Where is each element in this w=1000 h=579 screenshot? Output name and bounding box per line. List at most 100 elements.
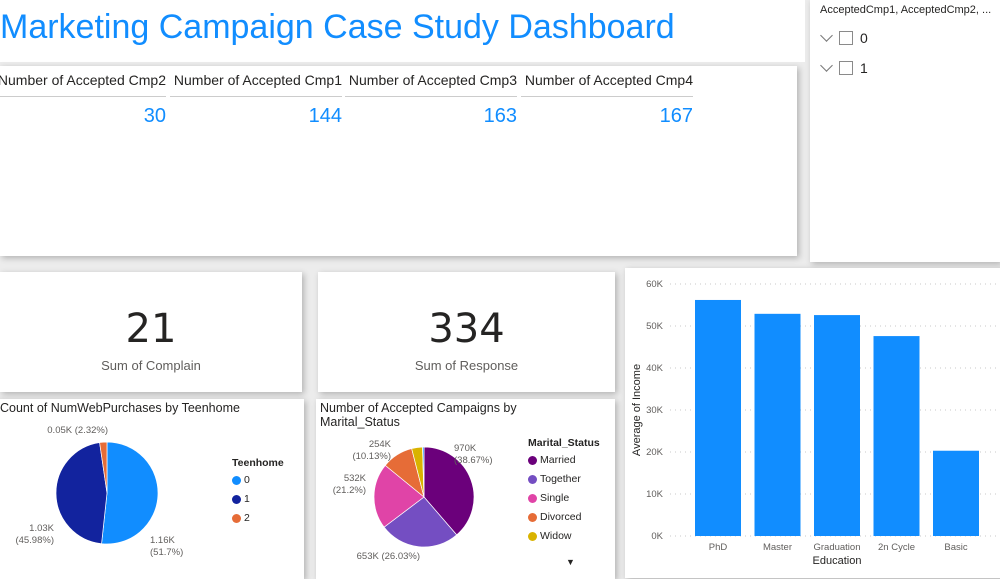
teenhome-pie-card: Count of NumWebPurchases by Teenhome 1.1… xyxy=(0,399,304,579)
bar xyxy=(695,299,741,536)
chevron-down-icon[interactable] xyxy=(820,59,833,72)
legend-item[interactable]: Widow xyxy=(528,530,600,542)
bar xyxy=(933,450,979,536)
slicer-header: AcceptedCmp1, AcceptedCmp2, ... xyxy=(820,4,992,16)
x-tick-label: Basic xyxy=(944,542,967,553)
legend-dot xyxy=(528,455,537,465)
kpi-header: Number of Accepted Cmp1 xyxy=(170,72,342,97)
pie-slice xyxy=(422,446,425,498)
kpi-cmp4: Number of Accepted Cmp4 167 xyxy=(521,72,693,128)
legend-scroll-down-icon[interactable]: ▼ xyxy=(566,557,575,567)
kpi-value: 144 xyxy=(308,105,342,127)
data-label: (45.98%) xyxy=(15,535,54,546)
pie-slice xyxy=(373,464,425,528)
pie-slice xyxy=(423,446,475,536)
legend-dot xyxy=(232,513,241,523)
data-label: (51.7%) xyxy=(150,547,183,558)
legend-title: Teenhome xyxy=(232,457,284,469)
legend-dot xyxy=(528,512,537,522)
kpi-cmp3: Number of Accepted Cmp3 163 xyxy=(345,72,517,128)
legend-dot xyxy=(528,493,537,503)
bar xyxy=(814,315,860,536)
y-axis-title: Average of Income xyxy=(631,364,643,456)
data-label: 1.03K xyxy=(29,523,54,534)
slicer-item[interactable]: 0 xyxy=(820,29,990,46)
data-label: 254K xyxy=(369,439,392,450)
kpi-header: Number of Accepted Cmp3 xyxy=(345,72,517,97)
legend: Marital_Status Married Together Single D… xyxy=(528,437,600,549)
chart-title: Count of NumWebPurchases by Teenhome xyxy=(0,401,240,415)
slicer-item-label: 1 xyxy=(860,60,868,76)
x-tick-label: 2n Cycle xyxy=(878,542,915,553)
y-tick-label: 60K xyxy=(646,279,664,290)
legend-item[interactable]: 2 xyxy=(232,512,284,524)
pie-slice xyxy=(101,441,159,545)
x-tick-label: PhD xyxy=(709,542,728,553)
data-label: 1.16K xyxy=(150,535,175,546)
legend-item[interactable]: Married xyxy=(528,454,600,466)
legend-item[interactable]: 1 xyxy=(232,493,284,505)
legend-label: 1 xyxy=(244,493,250,505)
legend-label: Married xyxy=(540,454,576,466)
y-tick-label: 20K xyxy=(646,447,664,458)
income-bar-chart: 0K 10K 20K 30K 40K 50K 60K PhD Master Graduation 2… xyxy=(631,279,1000,567)
response-value: 334 xyxy=(428,306,505,352)
bar xyxy=(754,313,801,536)
pie-slice xyxy=(55,442,108,545)
pie-slice xyxy=(99,441,108,494)
marital-pie: 970K(38.67%) 653K (26.03%) 532K(21.2%) 254K… xyxy=(333,439,493,562)
data-label: 532K xyxy=(344,473,367,484)
teenhome-pie: 1.16K(51.7%) 1.03K(45.98%) 0.05K (2.32%) xyxy=(15,425,183,558)
data-label: (10.13%) xyxy=(352,451,391,462)
legend-item[interactable]: Divorced xyxy=(528,511,600,523)
kpi-table: Number of Accepted Cmp2 30 Number of Acce… xyxy=(0,66,797,256)
complain-value: 21 xyxy=(125,306,177,352)
kpi-header: Number of Accepted Cmp2 xyxy=(0,72,166,97)
legend-dot xyxy=(232,475,241,485)
y-tick-label: 30K xyxy=(646,405,664,416)
checkbox[interactable] xyxy=(839,61,853,75)
y-tick-label: 0K xyxy=(651,531,663,542)
x-axis-title: Education xyxy=(813,555,862,567)
y-tick-label: 10K xyxy=(646,489,664,500)
complain-label: Sum of Complain xyxy=(101,358,201,373)
pie-slice xyxy=(383,496,458,548)
slicer-item-label: 0 xyxy=(860,30,868,46)
legend: Teenhome 0 1 2 xyxy=(232,457,284,531)
data-label: 0.05K (2.32%) xyxy=(47,425,108,436)
slicer-item[interactable]: 1 xyxy=(820,59,990,76)
x-tick-label: Graduation xyxy=(813,542,860,553)
y-tick-label: 40K xyxy=(646,363,664,374)
y-tick-label: 50K xyxy=(646,321,664,332)
legend-item[interactable]: Together xyxy=(528,473,600,485)
checkbox[interactable] xyxy=(839,31,853,45)
kpi-cmp1: Number of Accepted Cmp1 144 xyxy=(170,72,342,128)
legend-label: Single xyxy=(540,492,570,504)
kpi-value: 167 xyxy=(659,105,693,127)
data-label: 970K xyxy=(454,443,477,454)
legend-label: Widow xyxy=(540,530,572,542)
kpi-value: 30 xyxy=(143,105,166,127)
legend-item[interactable]: 0 xyxy=(232,474,284,486)
legend-title: Marital_Status xyxy=(528,437,600,449)
legend-dot xyxy=(528,531,537,541)
legend-item[interactable]: Single xyxy=(528,492,600,504)
accepted-cmp-slicer: AcceptedCmp1, AcceptedCmp2, ... 0 1 xyxy=(810,0,1000,262)
income-bar-card: 0K 10K 20K 30K 40K 50K 60K PhD Master Graduation 2… xyxy=(625,268,1000,578)
kpi-header: Number of Accepted Cmp4 xyxy=(521,72,693,97)
legend-label: 2 xyxy=(244,512,250,524)
data-label: (38.67%) xyxy=(454,455,493,466)
x-tick-label: Master xyxy=(763,542,792,553)
page-title: Marketing Campaign Case Study Dashboard xyxy=(0,0,805,62)
response-label: Sum of Response xyxy=(414,358,519,373)
legend-label: Together xyxy=(540,473,581,485)
chart-title: Number of Accepted Campaigns by Marital_… xyxy=(320,401,517,429)
data-label: (21.2%) xyxy=(333,485,366,496)
legend-label: Divorced xyxy=(540,511,582,523)
marital-pie-card: Number of Accepted Campaigns by Marital_… xyxy=(316,399,615,579)
chevron-down-icon[interactable] xyxy=(820,29,833,42)
data-label: 653K (26.03%) xyxy=(357,551,420,562)
complain-card: 21 Sum of Complain xyxy=(0,272,302,392)
kpi-cmp2: Number of Accepted Cmp2 30 xyxy=(0,72,166,128)
legend-dot xyxy=(528,474,537,484)
